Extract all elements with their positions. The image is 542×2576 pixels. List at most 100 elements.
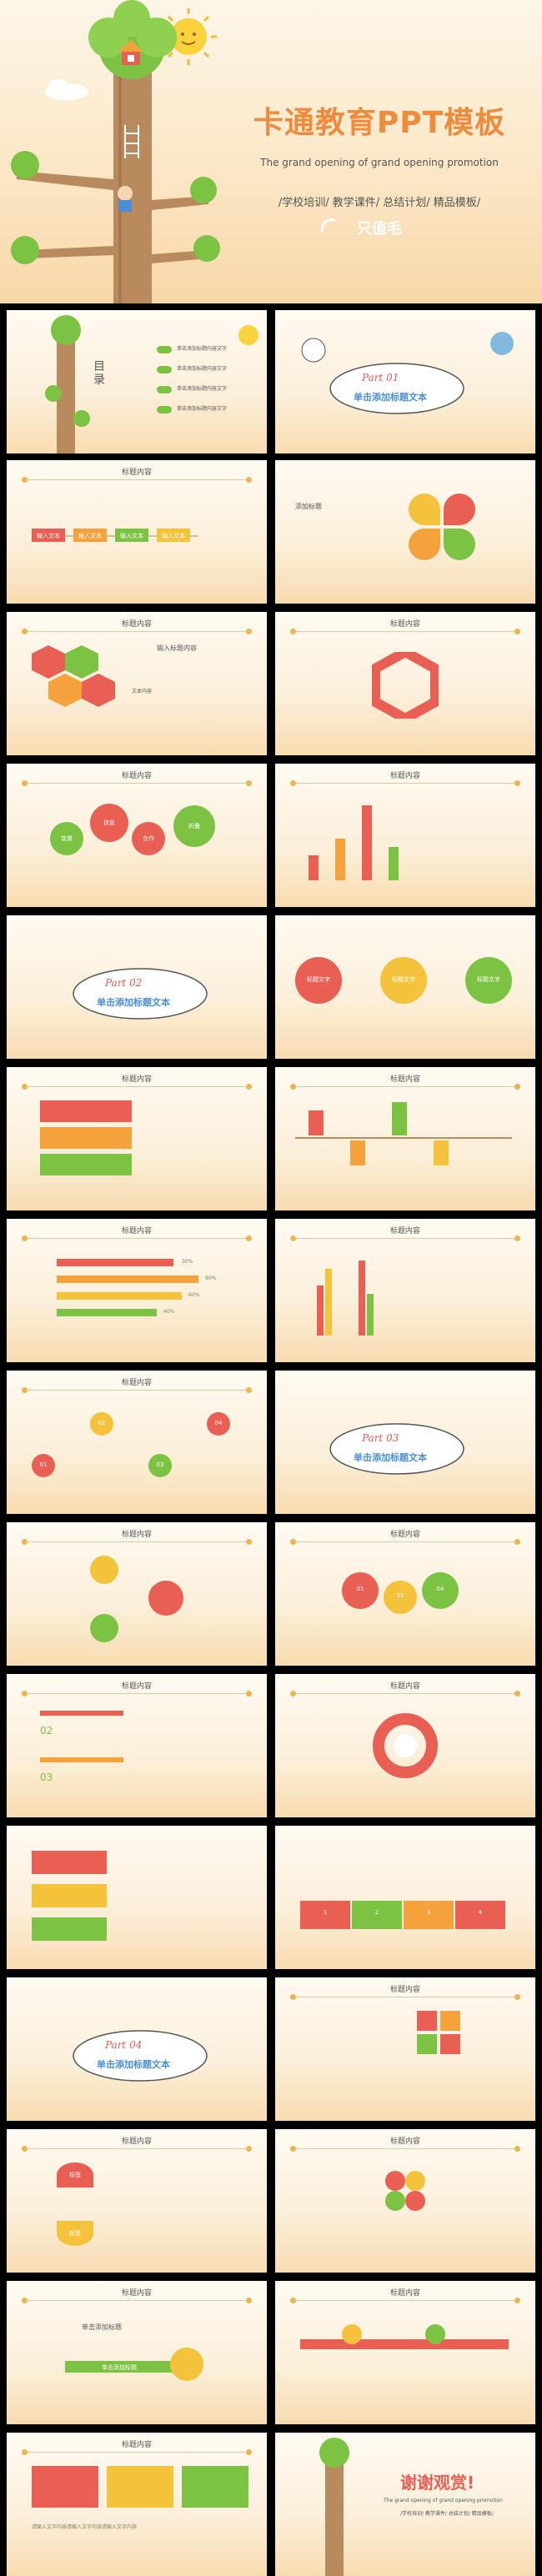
info-row (40, 1100, 132, 1122)
slide-title: 标题内容 (389, 1986, 420, 1994)
cover-tree-illustration (11, 0, 220, 303)
slide-title: 标题内容 (389, 620, 420, 629)
title-divider (290, 1539, 520, 1545)
step-circle: 03 (148, 1454, 172, 1477)
toc-bullet-icon (157, 386, 172, 393)
petal (444, 494, 475, 525)
title-divider (290, 2298, 520, 2303)
add-title-label: 添加标题 (295, 503, 322, 510)
slide-label-flower: 标题内容 标签 标签 (7, 2129, 267, 2273)
gear: 折叠 (173, 805, 215, 847)
flow-circle (90, 1556, 118, 1584)
cover-tags: /学校培训/ 教学课件/ 总结计划/ 精品模板/ (278, 197, 481, 209)
clover-leaf (405, 2191, 425, 2211)
bar (325, 1269, 332, 1336)
circle-badge: 标题文字 (465, 957, 512, 1004)
slide-updown-arrows: 标题内容 (275, 1067, 535, 1210)
progress-bar (57, 1259, 173, 1266)
part-title[interactable]: 单击添加标题文本 (354, 392, 427, 403)
icon-tile (440, 2011, 460, 2031)
bar (367, 1294, 374, 1336)
info-row (40, 1154, 132, 1175)
title-divider (22, 1084, 252, 1090)
slide-title: 标题内容 (121, 1682, 152, 1691)
step-circle: 01 (32, 1454, 55, 1477)
clover-leaf (385, 2191, 405, 2211)
bar-chart (299, 797, 407, 880)
gear: 变换 (50, 822, 83, 855)
flow-circle (148, 1581, 183, 1616)
title-divider (290, 629, 520, 634)
slide-heart-clover: 标题内容 (275, 2129, 535, 2273)
logo-swirl-icon (320, 218, 336, 233)
slide-gears: 标题内容 变换 信息 合作 折叠 (7, 764, 267, 907)
timeline-arrow: 输入文本 (157, 529, 190, 542)
slide-title: 标题内容 (389, 1075, 420, 1084)
slide-title: 标题内容 (121, 2289, 152, 2298)
part-title[interactable]: 单击添加标题文本 (97, 2059, 170, 2070)
title-divider (22, 1539, 252, 1545)
down-arrow (434, 1140, 449, 1165)
up-arrow (309, 1110, 324, 1135)
slide-part-03: Part 03 单击添加标题文本 (275, 1371, 535, 1514)
title-divider (22, 2146, 252, 2152)
slide-part-02: Part 02 单击添加标题文本 (7, 915, 267, 1059)
number-card: 4 (455, 1901, 505, 1929)
slide-part-04: Part 04 单击添加标题文本 (7, 1977, 267, 2121)
part-label: Part 02 (105, 977, 143, 989)
bar (362, 805, 372, 880)
number-card: 1 (300, 1901, 350, 1929)
ribbon-marker (342, 2324, 362, 2344)
petal: 标签 (57, 2163, 93, 2188)
arrow-tag (32, 1884, 107, 1907)
slide-numbered-steps: 标题内容 01 02 03 04 (7, 1371, 267, 1514)
part-cloud-illustration (329, 1423, 464, 1475)
grouped-bar-chart (309, 1252, 509, 1336)
ending-title: 谢谢观赏! (400, 2473, 475, 2493)
slide-title: 标题内容 (121, 1227, 152, 1235)
slide-arrow-list (7, 1826, 267, 1969)
icon-tile (417, 2011, 437, 2031)
ending-tags: /学校培训/ 教学课件/ 总结计划/ 精品模板/ (400, 2511, 494, 2517)
title-divider (22, 1387, 252, 1393)
circle-badge: 标题文字 (295, 957, 342, 1004)
slide-numbered-list: 标题内容 02 03 (7, 1674, 267, 1817)
slide-part-01: Part 01 单击添加标题文本 (275, 310, 535, 454)
slide-hexagons: 标题内容 输入标题内容 文本内容 (7, 612, 267, 755)
title-divider (22, 2298, 252, 2303)
slide-title: 标题内容 (389, 2137, 420, 2146)
slide-click-titles: 标题内容 单击添加标题 单击添加标题 (7, 2281, 267, 2424)
gear: 合作 (132, 822, 165, 855)
progress-bar (57, 1292, 182, 1300)
gear-cycle (373, 1713, 438, 1778)
timeline-arrow: 输入文本 (115, 529, 148, 542)
part-title[interactable]: 单击添加标题文本 (354, 1452, 427, 1463)
title-divider (290, 1691, 520, 1696)
hexagon-grid (32, 645, 115, 707)
slide-hexagon-ring: 标题内容 (275, 612, 535, 755)
ribbon-band (300, 2339, 509, 2349)
bar (389, 847, 399, 880)
slide-gear-cycle: 标题内容 (275, 1674, 535, 1817)
cover-logo: 只值毛 (357, 220, 402, 238)
number-card: 3 (404, 1901, 454, 1929)
step-circle: 04 (207, 1412, 230, 1436)
slide-grouped-bars: 标题内容 (275, 1219, 535, 1362)
slide-number-cards: 1 2 3 4 (275, 1826, 535, 1969)
ending-tree-illustration (319, 2438, 349, 2576)
ending-subtitle: The grand opening of grand opening promo… (384, 2498, 503, 2503)
petal: 标签 (57, 2221, 93, 2246)
toc-bullet-icon (157, 366, 172, 373)
part-label: Part 01 (362, 372, 399, 383)
slide-title: 标题内容 (389, 1227, 420, 1235)
slide-bar-chart: 标题内容 (275, 764, 535, 907)
part-cloud-illustration (73, 2030, 208, 2082)
part-title[interactable]: 单击添加标题文本 (97, 997, 170, 1008)
icon-tile (440, 2034, 460, 2054)
bar (335, 839, 345, 880)
title-divider (290, 1084, 520, 1090)
arrow-tag (32, 1851, 107, 1874)
slide-title: 标题内容 (121, 1531, 152, 1539)
cover-subtitle: The grand opening of grand opening promo… (260, 157, 499, 168)
progress-bar (57, 1309, 157, 1316)
